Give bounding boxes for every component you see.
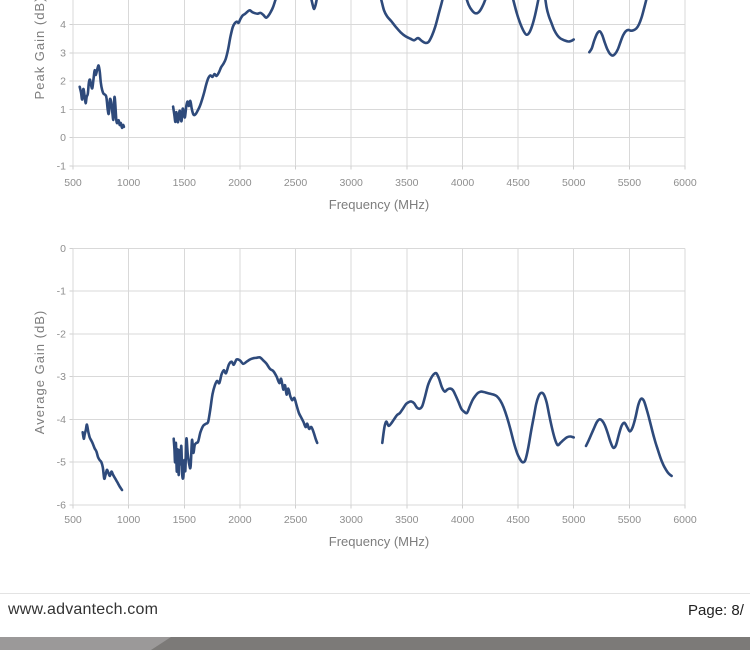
y-tick-label: 4 (60, 19, 66, 31)
peak-gain-gridlines (69, 0, 686, 170)
x-tick-label: 6000 (673, 177, 697, 189)
y-tick-label: 1 (60, 104, 66, 116)
footer-bar-light-segment (0, 637, 171, 650)
y-tick-label: 0 (60, 132, 66, 144)
footer-bar-dark-segment (0, 637, 750, 650)
footer-website-link[interactable]: www.advantech.com (8, 601, 159, 618)
x-tick-label: 1000 (117, 177, 141, 189)
x-tick-label: 5500 (618, 177, 642, 189)
y-tick-label: -4 (57, 414, 66, 426)
x-tick-label: 500 (64, 177, 82, 189)
x-tick-label: 500 (64, 514, 82, 526)
average-gain-axis-tick-labels: 0 -1 -2 -3 -4 -5 -6 500 1000 1500 2000 2500 3000 3500… (57, 243, 697, 526)
y-tick-label: 3 (60, 47, 66, 59)
x-tick-label: 4500 (506, 177, 530, 189)
average-gain-chart: 0 -1 -2 -3 -4 -5 -6 500 1000 1500 2000 2500 3000 3500… (32, 243, 697, 549)
gain-curve (381, 371, 575, 464)
x-tick-label: 2000 (228, 514, 252, 526)
y-tick-label: -3 (57, 371, 66, 383)
gain-curve (584, 397, 673, 478)
x-tick-label: 5500 (618, 514, 642, 526)
y-tick-label: 5 (60, 0, 66, 3)
y-tick-label: -6 (57, 500, 66, 512)
y-tick-label: -1 (57, 286, 66, 298)
x-tick-label: 2000 (228, 177, 252, 189)
footer-page-number: Page: 8/ (688, 602, 744, 619)
x-tick-label: 1500 (173, 514, 197, 526)
y-tick-label: 0 (60, 243, 66, 255)
x-tick-label: 3000 (340, 177, 364, 189)
x-tick-label: 3500 (395, 177, 419, 189)
x-tick-label: 5000 (562, 514, 586, 526)
y-tick-label: -1 (57, 161, 66, 173)
peak-gain-chart: 5 4 3 2 1 0 -1 500 1000 1500 2000 2500 3000 3500 4000 4… (32, 0, 697, 212)
average-gain-x-axis-title: Frequency (MHz) (329, 534, 429, 549)
x-tick-label: 1000 (117, 514, 141, 526)
x-tick-label: 2500 (284, 514, 308, 526)
x-tick-label: 4500 (506, 514, 530, 526)
peak-gain-y-axis-title: Peak Gain (dB) (32, 0, 47, 99)
x-tick-label: 4000 (451, 514, 475, 526)
x-tick-label: 3000 (340, 514, 364, 526)
gain-curve (588, 0, 648, 57)
gain-curve (172, 355, 319, 480)
peak-gain-axis-tick-labels: 5 4 3 2 1 0 -1 500 1000 1500 2000 2500 3000 3500 4000 4… (57, 0, 697, 189)
y-tick-label: -5 (57, 457, 66, 469)
average-gain-gridlines (69, 247, 686, 509)
y-tick-label: 2 (60, 76, 66, 88)
average-gain-y-axis-title: Average Gain (dB) (32, 310, 47, 434)
gain-curve (81, 423, 124, 492)
y-tick-label: -2 (57, 328, 66, 340)
peak-gain-x-axis-title: Frequency (MHz) (329, 197, 429, 212)
footer-bar (0, 637, 750, 650)
x-tick-label: 4000 (451, 177, 475, 189)
gain-curve (171, 0, 575, 124)
gain-curve (78, 64, 126, 130)
x-tick-label: 2500 (284, 177, 308, 189)
peak-gain-series (78, 0, 648, 130)
average-gain-series (81, 355, 673, 492)
footer-divider (0, 593, 750, 594)
x-tick-label: 3500 (395, 514, 419, 526)
x-tick-label: 6000 (673, 514, 697, 526)
x-tick-label: 1500 (173, 177, 197, 189)
x-tick-label: 5000 (562, 177, 586, 189)
